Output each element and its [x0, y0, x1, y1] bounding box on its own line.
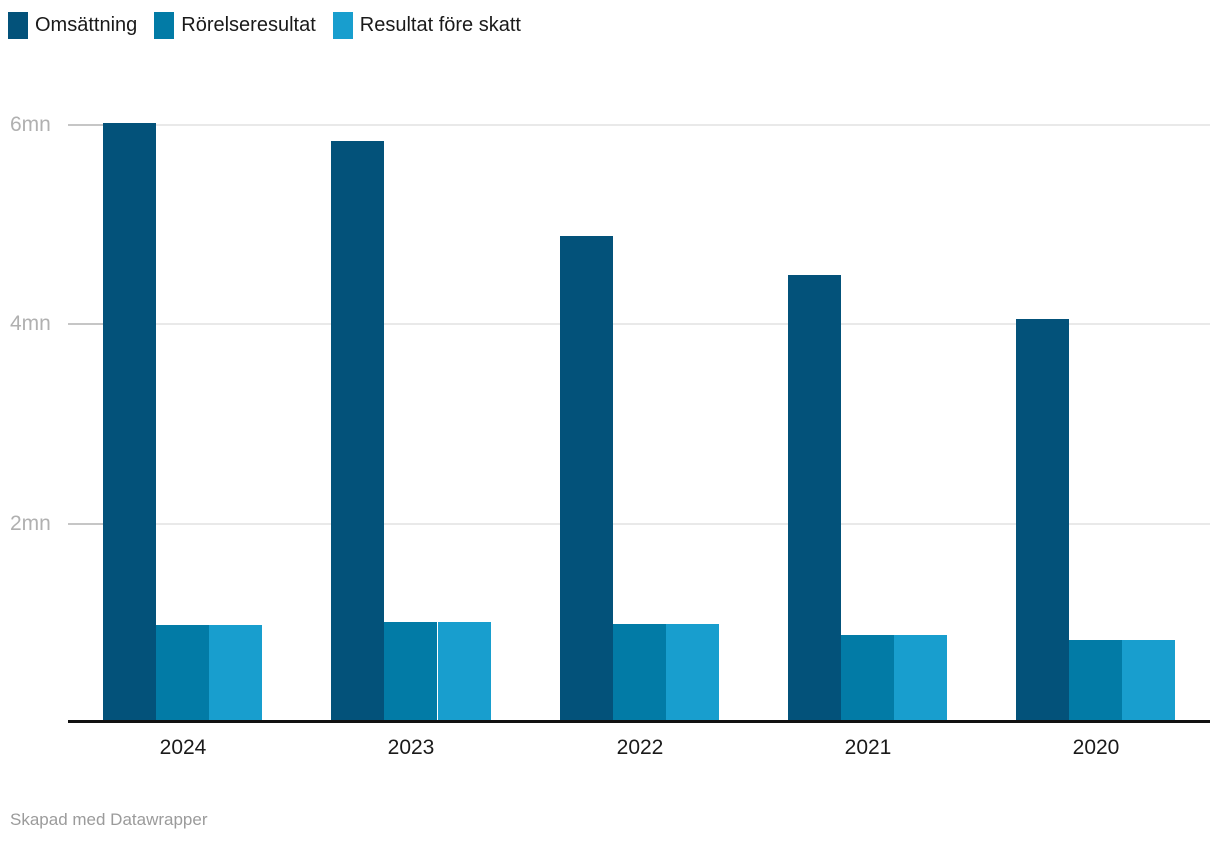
bar-oms-ttning-2022[interactable]: [560, 236, 613, 722]
bar-r-relseresultat-2021[interactable]: [841, 635, 894, 722]
bar-r-relseresultat-2020[interactable]: [1069, 640, 1122, 722]
gridline-6mn: [68, 124, 1210, 126]
x-axis-label-2021: 2021: [844, 736, 892, 759]
legend-item-resultat-f-re-skatt: Resultat före skatt: [332, 12, 521, 39]
bar-r-relseresultat-2024[interactable]: [156, 625, 209, 722]
x-axis-label-2024: 2024: [159, 736, 207, 759]
x-axis-label-2023: 2023: [387, 736, 435, 759]
y-axis-tick: [68, 323, 103, 325]
bar-resultat-f-re-skatt-2023[interactable]: [438, 622, 491, 722]
legend-swatch-icon: [8, 12, 28, 39]
gridline-4mn: [68, 323, 1210, 325]
chart-legend: Omsättning Rörelseresultat Resultat före s…: [8, 12, 521, 39]
legend-label: Omsättning: [35, 14, 138, 36]
bar-oms-ttning-2021[interactable]: [788, 275, 841, 722]
legend-swatch-icon: [332, 12, 353, 39]
legend-label: Rörelseresultat: [181, 14, 316, 36]
datawrapper-credit-link[interactable]: Skapad med Datawrapper: [10, 810, 208, 829]
y-axis-label-4mn: 4mn: [10, 312, 51, 335]
grouped-bar-chart: 6mn 4mn 2mn 2024 2023 2022 2021 2020: [10, 113, 1210, 759]
bar-r-relseresultat-2022[interactable]: [613, 624, 666, 722]
bar-resultat-f-re-skatt-2024[interactable]: [209, 625, 262, 722]
x-axis-line: [68, 720, 1210, 723]
bar-resultat-f-re-skatt-2021[interactable]: [894, 635, 947, 722]
y-axis-label-2mn: 2mn: [10, 512, 51, 535]
bar-oms-ttning-2020[interactable]: [1016, 319, 1069, 722]
gridline-2mn: [68, 523, 1210, 525]
y-axis-tick: [68, 124, 103, 126]
x-axis-label-2020: 2020: [1072, 736, 1120, 759]
x-axis-label-2022: 2022: [616, 736, 664, 759]
legend-label: Resultat före skatt: [359, 14, 521, 36]
legend-item-oms-ttning: Omsättning: [8, 12, 137, 39]
bar-r-relseresultat-2023[interactable]: [384, 622, 437, 722]
bar-oms-ttning-2024[interactable]: [103, 123, 156, 722]
bar-resultat-f-re-skatt-2022[interactable]: [666, 624, 719, 722]
bar-resultat-f-re-skatt-2020[interactable]: [1122, 640, 1175, 722]
legend-item-r-relseresultat: Rörelseresultat: [154, 12, 316, 39]
bar-oms-ttning-2023[interactable]: [331, 141, 384, 722]
y-axis-tick: [68, 523, 103, 525]
y-axis-label-6mn: 6mn: [10, 113, 51, 136]
legend-swatch-icon: [154, 12, 175, 39]
